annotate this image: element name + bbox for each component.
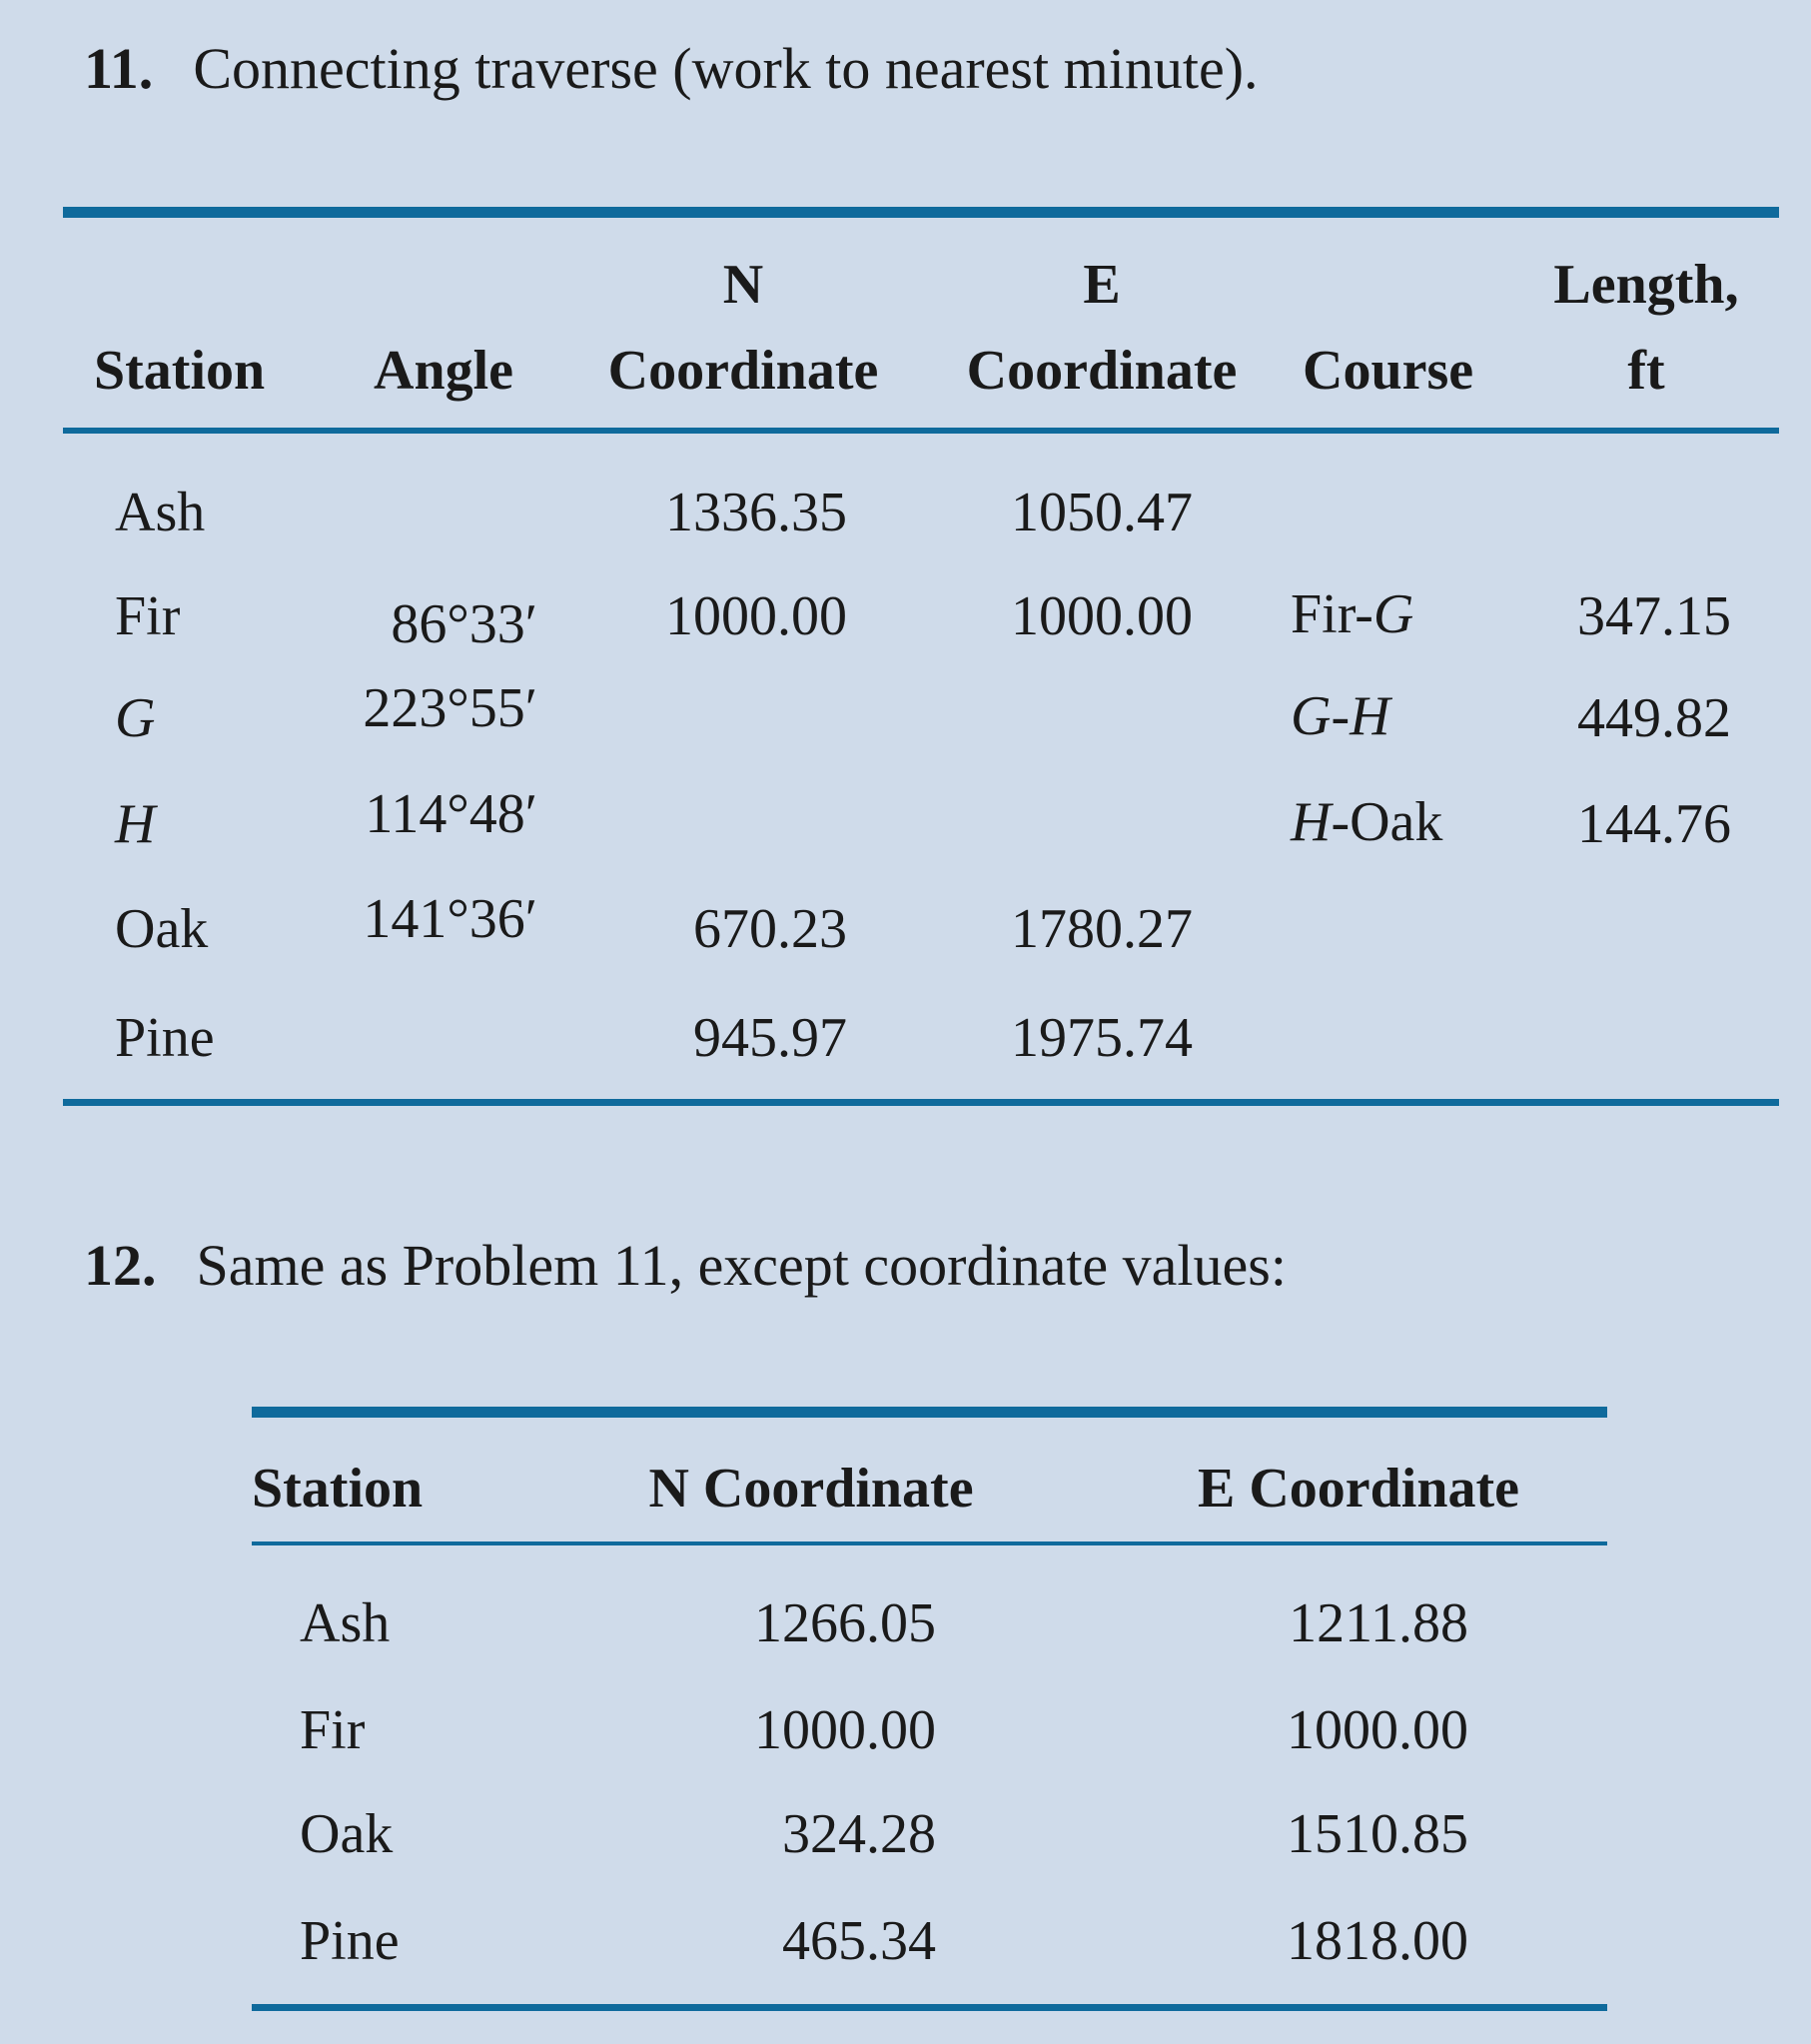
course-part: Fir- [1291, 583, 1373, 645]
course-part: -Oak [1331, 791, 1443, 853]
table-header-rule [63, 428, 1779, 434]
cell-station: Ash [300, 1592, 391, 1654]
header-course: Course [1303, 340, 1474, 402]
cell-length: 347.15 [1577, 585, 1731, 647]
cell-station: H [115, 793, 156, 855]
cell-angle: 223°55′ [363, 677, 537, 739]
cell-station: Fir [115, 585, 181, 647]
header-n-top: N [722, 254, 764, 316]
cell-e-coordinate: 1780.27 [1011, 898, 1193, 960]
table2-top-rule [252, 1407, 1607, 1418]
cell-station: Pine [115, 1007, 215, 1069]
header-e-bottom: Coordinate [966, 340, 1238, 402]
problem-number: 12. [84, 1233, 157, 1298]
cell-e-coordinate: 1211.88 [1289, 1592, 1468, 1654]
header-n-bottom: Coordinate [607, 340, 879, 402]
cell-angle: 86°33′ [391, 593, 537, 655]
cell-course: Fir-G [1291, 586, 1413, 642]
header-e-coordinate: E Coordinate [1198, 1458, 1519, 1520]
header-angle: Angle [374, 340, 513, 402]
cell-n-coordinate: 945.97 [693, 1007, 847, 1069]
course-part: G [1372, 583, 1414, 645]
header-n-coordinate: N Coordinate [648, 1458, 974, 1520]
cell-n-coordinate: 1000.00 [754, 1699, 936, 1761]
table2-bottom-rule [252, 2004, 1607, 2011]
header-station: Station [94, 340, 266, 402]
cell-e-coordinate: 1510.85 [1287, 1803, 1468, 1865]
header-e-top: E [1083, 254, 1121, 316]
header-station: Station [252, 1458, 424, 1520]
problem-11-statement: 11. Connecting traverse (work to nearest … [84, 40, 1259, 98]
cell-e-coordinate: 1975.74 [1011, 1007, 1193, 1069]
cell-station: G [115, 687, 156, 749]
cell-e-coordinate: 1000.00 [1011, 585, 1193, 647]
course-part: G-H [1291, 685, 1390, 747]
cell-e-coordinate: 1000.00 [1287, 1699, 1468, 1761]
table-bottom-rule [63, 1099, 1779, 1106]
cell-n-coordinate: 465.34 [782, 1910, 936, 1972]
cell-n-coordinate: 670.23 [693, 898, 847, 960]
cell-course: H-Oak [1291, 794, 1442, 850]
cell-n-coordinate: 1000.00 [665, 585, 847, 647]
table2-header-rule [252, 1541, 1607, 1545]
cell-e-coordinate: 1818.00 [1287, 1910, 1468, 1972]
cell-n-coordinate: 1266.05 [754, 1592, 936, 1654]
cell-length: 449.82 [1577, 687, 1731, 749]
header-length-bottom: ft [1627, 340, 1665, 402]
problem-text: Same as Problem 11, except coordinate va… [196, 1233, 1287, 1298]
header-length-top: Length, [1553, 254, 1739, 316]
cell-station: Oak [115, 898, 209, 960]
cell-n-coordinate: 324.28 [782, 1803, 936, 1865]
cell-angle: 141°36′ [363, 888, 537, 950]
cell-station: Pine [300, 1910, 400, 1972]
course-part: H [1291, 791, 1332, 853]
cell-length: 144.76 [1577, 793, 1731, 855]
problem-text: Connecting traverse (work to nearest min… [193, 36, 1259, 101]
cell-station: Ash [115, 482, 206, 543]
cell-e-coordinate: 1050.47 [1011, 482, 1193, 543]
cell-course: G-H [1291, 688, 1390, 744]
table-top-rule [63, 207, 1779, 218]
cell-n-coordinate: 1336.35 [665, 482, 847, 543]
problem-12-statement: 12. Same as Problem 11, except coordinate… [84, 1237, 1287, 1295]
cell-station: Fir [300, 1699, 366, 1761]
problem-number: 11. [84, 36, 154, 101]
cell-angle: 114°48′ [365, 783, 537, 845]
cell-station: Oak [300, 1803, 394, 1865]
